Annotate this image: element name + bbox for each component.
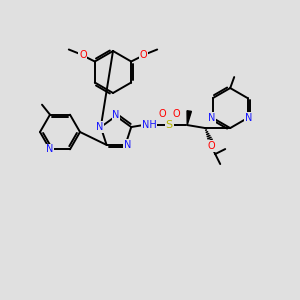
Text: O: O — [172, 109, 180, 119]
Text: O: O — [140, 50, 147, 61]
Text: N: N — [112, 110, 120, 120]
Text: O: O — [79, 50, 87, 61]
Text: O: O — [207, 141, 215, 151]
Text: N: N — [46, 144, 54, 154]
Text: N: N — [208, 113, 216, 123]
Text: N: N — [96, 122, 103, 132]
Text: N: N — [245, 113, 252, 123]
Text: N: N — [124, 140, 131, 150]
Text: NH: NH — [142, 120, 157, 130]
Text: O: O — [158, 109, 166, 119]
Polygon shape — [187, 111, 191, 125]
Text: S: S — [166, 120, 173, 130]
